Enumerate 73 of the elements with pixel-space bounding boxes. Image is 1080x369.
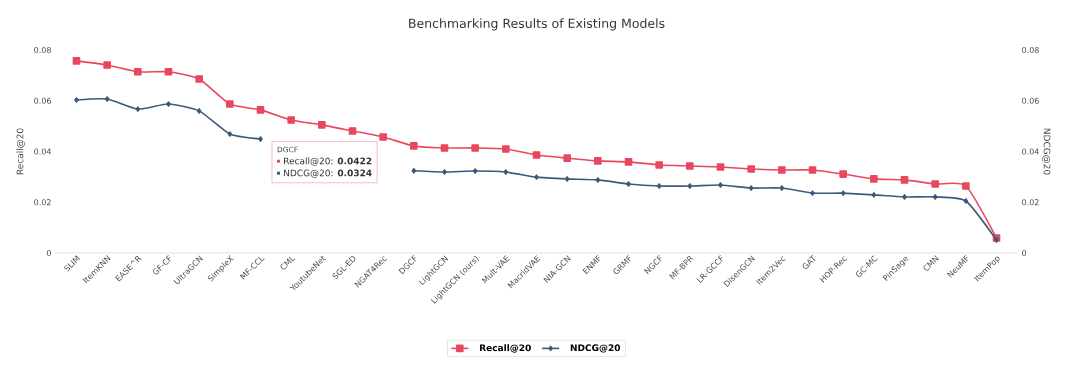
point [287,116,295,124]
point [440,144,449,152]
point [442,169,447,175]
point [839,170,847,178]
point [164,68,173,76]
point [532,151,541,159]
y-tick-label: 0.06 [34,97,51,104]
y2-tick-label: 0.08 [1022,46,1039,54]
y2-tick-label: 0.02 [1022,199,1039,206]
point [227,131,233,137]
annotation: Recall@20: 0.0422 [284,157,372,166]
point [103,61,111,69]
point [656,183,662,189]
point [104,96,110,102]
point [624,158,633,166]
point [258,136,263,142]
point [779,185,785,191]
point [686,162,694,170]
point [900,176,909,184]
point [563,154,571,162]
y-tick-label: 0.04 [34,148,52,155]
point [687,183,693,189]
point [718,182,723,188]
point [594,157,602,165]
y-axis-title: Recall@20 [16,128,25,175]
point [74,97,79,103]
point [503,169,509,175]
point [471,144,479,152]
point [962,182,970,190]
point [134,68,142,76]
legend-label: Recall@20 [480,344,531,353]
annotation: NDCG@20: 0.0324 [284,169,372,178]
point [808,166,817,174]
y-tick-label: 0 [46,249,51,257]
point [902,194,907,200]
point [502,145,510,153]
legend-label: NDCG@20 [570,344,621,353]
point [871,192,877,198]
point [931,180,939,188]
y2-tick-label: 0.04 [1022,148,1039,155]
point [379,133,387,141]
point [870,175,878,183]
point [195,75,203,83]
point [318,121,326,129]
chart-title: Benchmarking Results of Existing Models [409,18,665,31]
point [411,167,417,174]
point [472,168,478,174]
point [226,100,234,108]
point [840,190,846,196]
y2-axis-title: NDCG@20 [1042,128,1051,175]
point [626,181,631,187]
point [963,198,969,204]
point [348,127,357,135]
y2-tick-label: 0 [1022,249,1027,257]
point [564,176,570,182]
point [810,190,815,196]
point [778,166,786,174]
point [135,106,141,112]
y-tick-label: 0.08 [34,46,51,54]
point [748,185,754,191]
point [595,177,601,183]
y-tick-label: 0.02 [34,199,51,206]
point [534,174,539,180]
point [256,106,265,114]
point [716,163,725,171]
point [747,165,755,173]
point [655,161,663,169]
point [72,57,81,65]
point [166,101,171,107]
point [196,108,202,114]
point [410,142,418,150]
point [932,194,938,200]
y2-tick-label: 0.06 [1022,97,1039,104]
